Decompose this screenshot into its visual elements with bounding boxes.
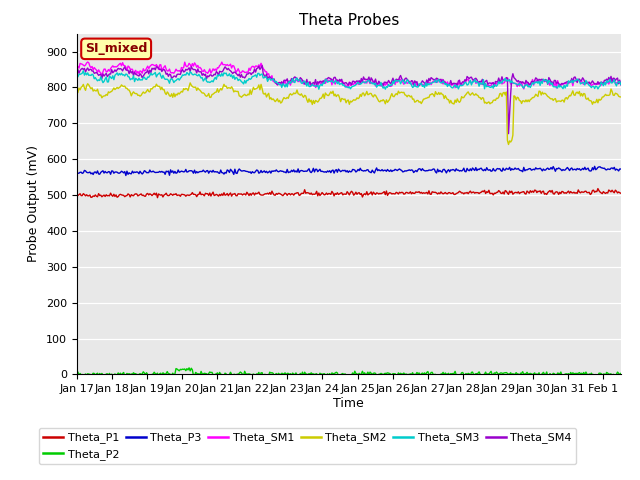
Theta_SM1 [336, 79, 344, 84]
Theta_SM4 [606, 77, 614, 83]
Theta_SM4 [398, 76, 406, 82]
Line: Theta_P3: Theta_P3 [77, 167, 621, 176]
Text: SI_mixed: SI_mixed [85, 42, 147, 55]
Theta_SM1 [617, 81, 625, 86]
Theta_SM1 [84, 59, 92, 65]
Theta_SM3 [315, 86, 323, 92]
Theta_P2 [185, 365, 193, 371]
Theta_SM4 [336, 76, 344, 82]
Theta_SM2 [606, 92, 614, 97]
Theta_SM1 [606, 78, 614, 84]
Theta_P3 [369, 167, 376, 173]
Theta_SM3 [79, 68, 87, 73]
Theta_P2 [369, 371, 377, 376]
Theta_SM4 [332, 77, 340, 83]
Theta_P3 [122, 173, 130, 179]
Line: Theta_P1: Theta_P1 [77, 189, 621, 198]
Theta_P1 [154, 195, 161, 201]
Theta_SM4 [259, 63, 266, 69]
Theta_P2 [617, 371, 625, 376]
Theta_SM4 [617, 82, 625, 88]
Title: Theta Probes: Theta Probes [299, 13, 399, 28]
Line: Theta_SM2: Theta_SM2 [77, 83, 621, 144]
Theta_P1 [73, 192, 81, 198]
Theta_SM2 [369, 93, 376, 98]
Theta_P3 [591, 164, 598, 169]
Theta_P3 [606, 167, 614, 172]
Theta_P1 [336, 191, 344, 197]
Theta_P3 [617, 166, 625, 172]
Theta_P2 [232, 374, 240, 380]
Theta_P3 [520, 165, 527, 170]
Theta_SM3 [333, 81, 341, 86]
Line: Theta_P2: Theta_P2 [77, 368, 621, 377]
Theta_SM4 [369, 77, 376, 83]
Line: Theta_SM4: Theta_SM4 [77, 66, 621, 133]
Theta_P1 [594, 186, 602, 192]
Theta_P1 [606, 188, 614, 194]
Theta_SM4 [505, 131, 513, 136]
Theta_SM1 [369, 80, 376, 86]
Legend: Theta_P1, Theta_P2, Theta_P3, Theta_SM1, Theta_SM2, Theta_SM3, Theta_SM4: Theta_P1, Theta_P2, Theta_P3, Theta_SM1,… [39, 428, 577, 464]
Theta_SM3 [606, 76, 614, 82]
Theta_P2 [73, 370, 81, 376]
Theta_P3 [332, 167, 340, 172]
Theta_SM1 [521, 83, 529, 88]
Theta_P3 [398, 168, 406, 173]
Theta_P2 [521, 371, 529, 377]
Theta_SM1 [73, 63, 81, 69]
Theta_SM2 [617, 94, 625, 100]
Theta_SM1 [520, 86, 527, 92]
Theta_SM2 [398, 89, 406, 95]
Theta_SM2 [336, 95, 344, 100]
Theta_P1 [520, 189, 527, 194]
Theta_P2 [337, 372, 344, 378]
Theta_P2 [606, 371, 614, 377]
Theta_P1 [369, 192, 376, 198]
Theta_P1 [617, 191, 625, 196]
Theta_SM3 [369, 80, 377, 86]
Theta_P1 [398, 190, 406, 195]
Theta_SM4 [521, 81, 529, 87]
Theta_SM2 [186, 80, 194, 86]
Theta_SM2 [332, 94, 340, 99]
Theta_SM4 [73, 70, 81, 75]
Theta_P2 [399, 371, 406, 377]
X-axis label: Time: Time [333, 397, 364, 410]
Theta_SM1 [332, 78, 340, 84]
Theta_SM3 [73, 73, 81, 79]
Line: Theta_SM3: Theta_SM3 [77, 71, 621, 89]
Theta_P2 [333, 370, 341, 376]
Y-axis label: Probe Output (mV): Probe Output (mV) [28, 145, 40, 263]
Theta_SM3 [337, 81, 344, 87]
Theta_SM1 [398, 78, 406, 84]
Theta_SM3 [399, 77, 406, 83]
Theta_SM3 [521, 83, 529, 88]
Theta_P3 [73, 170, 81, 176]
Theta_P3 [336, 168, 344, 173]
Theta_SM3 [617, 82, 625, 87]
Line: Theta_SM1: Theta_SM1 [77, 62, 621, 89]
Theta_P1 [332, 192, 340, 197]
Theta_SM2 [505, 142, 513, 147]
Theta_SM2 [73, 88, 81, 94]
Theta_SM2 [521, 99, 529, 105]
